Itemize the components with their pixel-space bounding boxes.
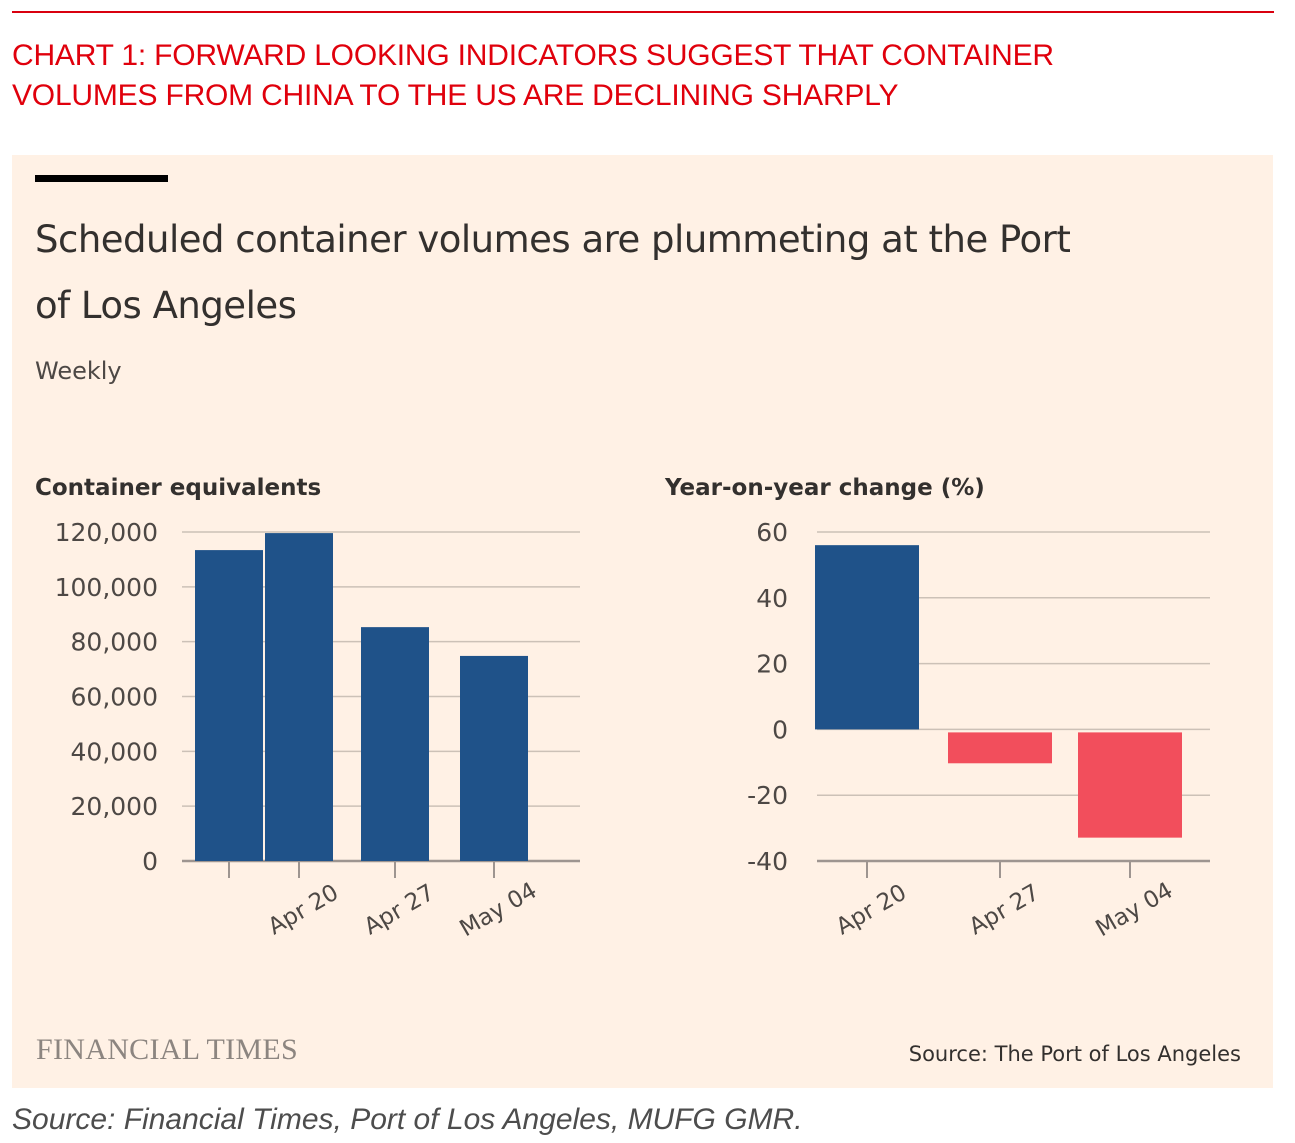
- left-bar: [195, 550, 263, 861]
- right-y-tick-label: 0: [772, 715, 788, 744]
- right-y-tick-label: -40: [747, 847, 788, 876]
- left-x-tick-label: Apr 20: [264, 880, 343, 941]
- left-y-tick-label: 100,000: [55, 573, 158, 602]
- right-y-tick-label: 60: [756, 518, 788, 547]
- chart-title: Scheduled container volumes are plummeti…: [35, 207, 1235, 339]
- chart-source: Source: The Port of Los Angeles: [908, 1042, 1241, 1066]
- right-x-tick-label: Apr 27: [965, 880, 1044, 941]
- left-x-tick-label: Apr 27: [360, 880, 439, 941]
- right-y-tick-label: -20: [747, 781, 788, 810]
- right-axis-title: Year-on-year change (%): [664, 475, 985, 501]
- chart-title-line-1: Scheduled container volumes are plummeti…: [35, 218, 1071, 261]
- chart-heading-line-2: VOLUMES FROM CHINA TO THE US ARE DECLINI…: [12, 79, 899, 112]
- title-accent-bar: [35, 175, 168, 182]
- left-y-tick-label: 80,000: [71, 628, 158, 657]
- left-bar: [265, 533, 333, 861]
- container-equivalents-chart: Container equivalents 0 20,000 40,000 60,000…: [35, 475, 580, 942]
- right-x-tick-label: Apr 20: [832, 880, 911, 941]
- left-y-tick-label: 40,000: [71, 737, 158, 766]
- left-y-tick-label: 0: [142, 847, 158, 876]
- ft-chart-panel: Scheduled container volumes are plummeti…: [12, 155, 1273, 1088]
- chart-title-line-2: of Los Angeles: [35, 284, 297, 327]
- charts-svg: Container equivalents 0 20,000 40,000 60,000…: [35, 475, 1210, 942]
- header-rule: [12, 11, 1274, 13]
- financial-times-logo: FINANCIAL TIMES: [36, 1033, 299, 1066]
- chart-subtitle: Weekly: [35, 357, 122, 385]
- right-y-tick-label: 20: [756, 650, 788, 679]
- right-bar: [1078, 732, 1182, 838]
- chart-heading: CHART 1: FORWARD LOOKING INDICATORS SUGG…: [12, 36, 1282, 116]
- right-bar: [948, 732, 1052, 764]
- left-y-tick-label: 120,000: [55, 518, 158, 547]
- yoy-change-chart: Year-on-year change (%) -40 -20 0 20 40 60 Apr …: [664, 475, 1210, 942]
- left-bar: [460, 655, 528, 861]
- left-y-tick-label: 60,000: [71, 683, 158, 712]
- left-y-tick-label: 20,000: [71, 792, 158, 821]
- left-bar: [361, 627, 429, 861]
- right-bar: [815, 545, 919, 730]
- left-x-tick-label: May 04: [456, 878, 542, 943]
- footnote-source: Source: Financial Times, Port of Los Ang…: [12, 1103, 803, 1136]
- right-y-tick-label: 40: [756, 584, 788, 613]
- right-x-tick-label: May 04: [1092, 878, 1178, 943]
- left-axis-title: Container equivalents: [35, 475, 321, 501]
- chart-heading-line-1: CHART 1: FORWARD LOOKING INDICATORS SUGG…: [12, 39, 1054, 72]
